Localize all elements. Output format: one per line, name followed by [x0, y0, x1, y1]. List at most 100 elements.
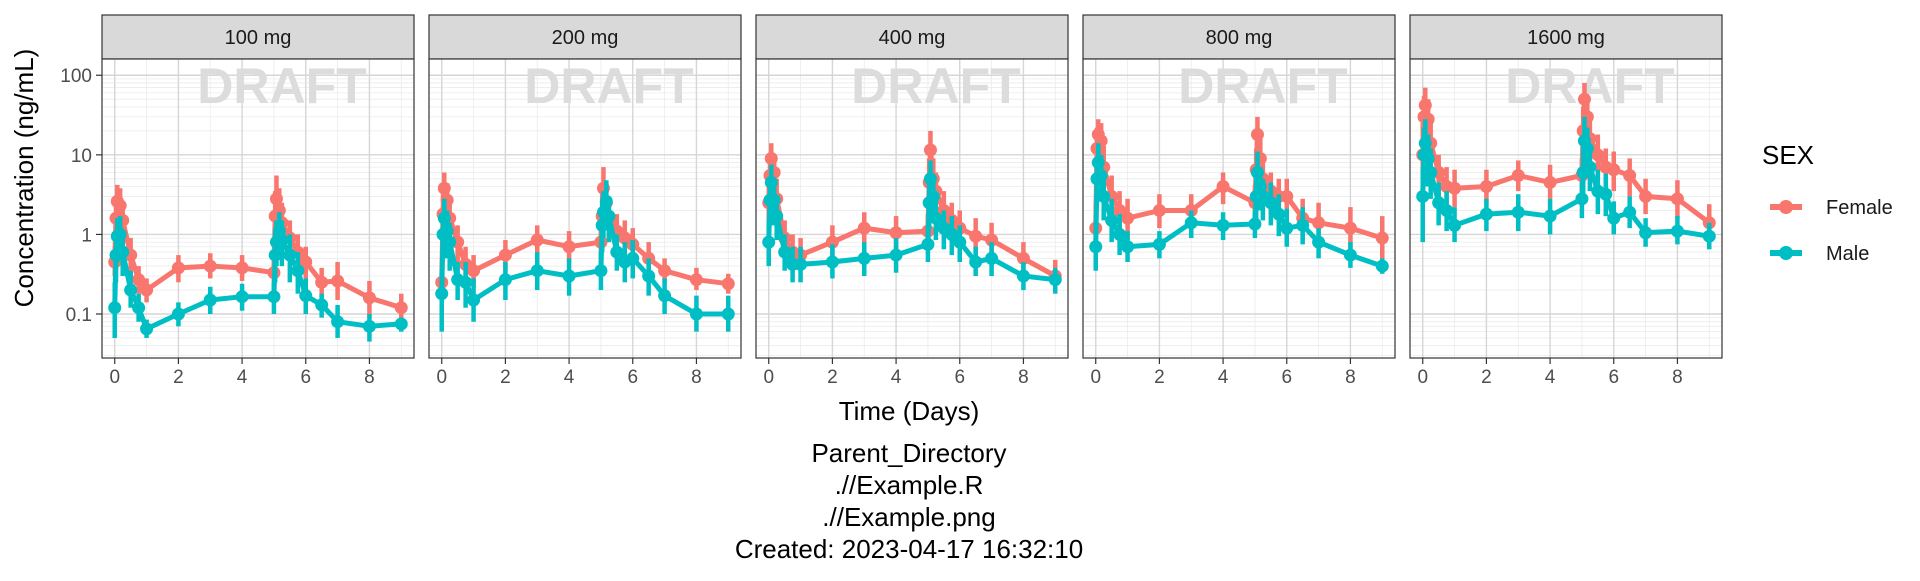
point-male: [1121, 240, 1135, 254]
x-tick-label: 6: [300, 367, 311, 388]
point-female: [923, 143, 937, 157]
strip-1600-mg: [1409, 14, 1723, 60]
panel-400-mg: 400 mg DRAFT 0 2 4 6 8: [755, 14, 1069, 388]
x-tick-label: 8: [1018, 367, 1029, 388]
point-male: [299, 289, 313, 303]
point-male: [1670, 224, 1684, 238]
point-male: [610, 245, 624, 259]
point-male: [1089, 240, 1103, 254]
strip-label-100-mg: 100 mg: [225, 27, 292, 49]
point-female: [140, 283, 154, 297]
point-male: [1599, 187, 1613, 201]
watermark-800-mg: DRAFT: [1178, 58, 1347, 114]
point-female: [1639, 189, 1653, 203]
x-tick-label: 4: [891, 367, 902, 388]
point-male: [498, 273, 512, 287]
point-female: [171, 261, 185, 275]
y-tick-label: 1: [81, 225, 92, 246]
strip-400-mg: [755, 14, 1069, 60]
plot-bg-100-mg: [102, 59, 414, 358]
point-male: [1152, 237, 1166, 251]
x-tick-label: 6: [1281, 367, 1292, 388]
point-male: [1448, 218, 1462, 232]
point-male: [124, 283, 138, 297]
point-female: [362, 291, 376, 305]
point-male: [762, 235, 776, 249]
point-male: [923, 172, 937, 186]
point-male: [626, 251, 640, 265]
point-male: [1543, 209, 1557, 223]
point-male: [1440, 203, 1454, 217]
panel-1600-mg: 1600 mg DRAFT 0 2 4 6 8: [1409, 14, 1723, 388]
point-male: [132, 301, 146, 315]
point-female: [689, 273, 703, 287]
point-male: [315, 298, 329, 312]
x-tick-label: 0: [109, 367, 120, 388]
point-female: [1343, 221, 1357, 235]
y-tick-label: 10: [71, 146, 92, 167]
point-female: [857, 221, 871, 235]
point-female: [394, 301, 408, 315]
caption: Parent_Directory .//Example.R .//Example…: [735, 438, 1083, 564]
point-male: [171, 307, 185, 321]
caption-line-2: .//Example.R: [835, 470, 984, 500]
point-female: [132, 273, 146, 287]
point-male: [1580, 142, 1594, 156]
point-male: [929, 211, 943, 225]
legend-title: SEX: [1762, 140, 1814, 170]
point-male: [921, 237, 935, 251]
point-female: [203, 259, 217, 273]
point-female: [315, 275, 329, 289]
legend-key-male: [1770, 246, 1802, 260]
panel-border-100-mg: [101, 58, 415, 359]
point-male: [1264, 196, 1278, 210]
point-female: [331, 274, 345, 288]
legend-label-male: Male: [1826, 243, 1869, 265]
strip-label-800-mg: 800 mg: [1206, 27, 1273, 49]
caption-line-3: .//Example.png: [822, 502, 995, 532]
point-male: [1272, 207, 1286, 221]
point-male: [985, 251, 999, 265]
point-male: [1416, 189, 1430, 203]
point-male: [268, 248, 282, 262]
legend-key-female: [1770, 200, 1802, 214]
point-male: [1280, 221, 1294, 235]
x-tick-label: 2: [1481, 367, 1492, 388]
point-male: [926, 189, 940, 203]
point-male: [767, 193, 781, 207]
point-female: [1607, 163, 1621, 177]
point-female: [562, 240, 576, 254]
point-male: [1575, 192, 1589, 206]
x-tick-label: 6: [954, 367, 965, 388]
caption-line-4: Created: 2023-04-17 16:32:10: [735, 534, 1083, 564]
point-male: [291, 264, 305, 278]
point-male: [658, 289, 672, 303]
point-female: [1418, 98, 1432, 112]
watermark-200-mg: DRAFT: [524, 58, 693, 114]
x-tick-label: 2: [1154, 367, 1165, 388]
point-male: [140, 322, 154, 336]
x-tick-label: 8: [691, 367, 702, 388]
series-800-mg-male: [1089, 143, 1389, 274]
watermark-1600-mg: DRAFT: [1505, 58, 1674, 114]
point-male: [764, 175, 778, 189]
x-tick-label: 4: [564, 367, 575, 388]
legend-label-female: Female: [1826, 197, 1893, 219]
point-female: [437, 181, 451, 195]
point-male: [1375, 259, 1389, 273]
point-male: [721, 307, 735, 321]
legend-point-female: [1779, 200, 1793, 214]
point-female: [272, 203, 286, 217]
point-female: [1670, 192, 1684, 206]
point-male: [1296, 218, 1310, 232]
point-male: [362, 319, 376, 333]
point-male: [113, 227, 127, 241]
point-female: [1448, 181, 1462, 195]
point-male: [1702, 229, 1716, 243]
point-male: [467, 293, 481, 307]
point-female: [825, 235, 839, 249]
point-male: [1421, 151, 1435, 165]
x-tick-label: 2: [500, 367, 511, 388]
